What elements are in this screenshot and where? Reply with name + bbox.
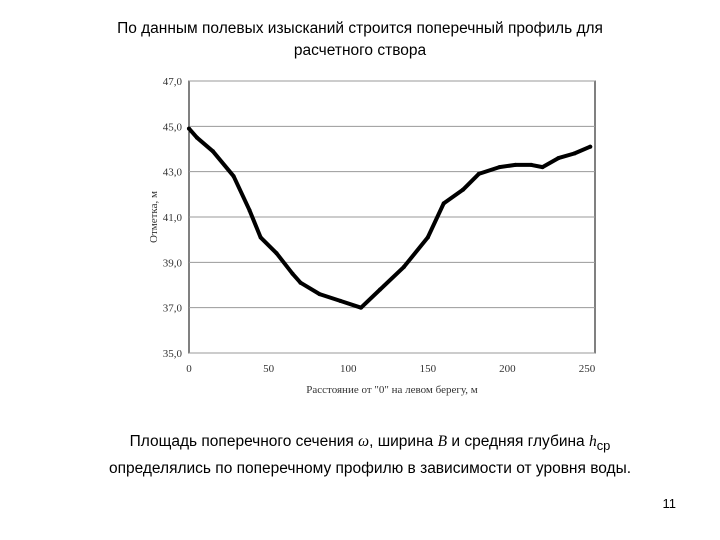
y-axis-title: Отметка, м xyxy=(148,191,160,243)
y-tick-label: 41,0 xyxy=(163,212,183,224)
profile-point xyxy=(210,149,215,154)
profile-point xyxy=(529,162,534,167)
series-layer xyxy=(187,126,593,310)
y-tick-label: 39,0 xyxy=(163,257,183,269)
x-tick-label: 150 xyxy=(420,363,437,375)
profile-point xyxy=(513,162,518,167)
profile-point xyxy=(497,165,502,170)
y-tick-label: 35,0 xyxy=(163,348,183,360)
width-symbol: B xyxy=(437,433,448,450)
x-tick-labels: 0 50 100 150 200 250 xyxy=(186,363,596,375)
body-text: Площадь поперечного сечения ω, ширина B … xyxy=(50,430,690,480)
profile-point xyxy=(401,264,406,269)
profile-point xyxy=(247,208,252,213)
y-tick-label: 47,0 xyxy=(163,76,183,88)
profile-point xyxy=(187,126,191,131)
y-tick-label: 43,0 xyxy=(163,167,183,179)
slide-title-line-1: По данным полевых изысканий строится поп… xyxy=(117,20,603,37)
omega-symbol: ω xyxy=(358,433,370,450)
y-tick-label: 45,0 xyxy=(163,121,183,133)
profile-point xyxy=(540,165,545,170)
profile-point xyxy=(588,144,593,149)
profile-point xyxy=(274,251,279,256)
slide-title: По данным полевых изысканий строится поп… xyxy=(60,18,660,62)
x-axis-title: Расстояние от "0" на левом берегу, м xyxy=(306,384,477,396)
x-tick-label: 0 xyxy=(186,363,192,375)
profile-point xyxy=(425,235,430,240)
cross-section-chart: 35,0 37,0 39,0 41,0 43,0 45,0 47,0 0 50 100 150 20… xyxy=(148,76,596,396)
profile-point xyxy=(231,174,236,179)
profile-point xyxy=(460,187,465,192)
profile-point xyxy=(298,280,303,285)
x-tick-label: 250 xyxy=(579,363,596,375)
profile-point xyxy=(194,135,199,140)
profile-point xyxy=(441,201,446,206)
profile-point xyxy=(476,171,481,176)
profile-point xyxy=(556,156,561,161)
x-tick-label: 50 xyxy=(263,363,275,375)
slide-title-line-2: расчетного створа xyxy=(293,42,427,59)
profile-point xyxy=(290,271,295,276)
x-tick-label: 200 xyxy=(499,363,516,375)
profile-point xyxy=(358,305,363,310)
profile-point xyxy=(572,151,577,156)
y-tick-label: 37,0 xyxy=(163,303,183,315)
body-part-1: Площадь поперечного сечения xyxy=(129,433,359,450)
profile-point xyxy=(378,287,383,292)
depth-symbol: h xyxy=(588,433,597,450)
body-part-3: и средняя глубина xyxy=(447,433,589,450)
page-number: 11 xyxy=(662,496,677,511)
profile-point xyxy=(317,292,322,297)
body-line-1: Площадь поперечного сечения ω, ширина B … xyxy=(50,430,690,457)
profile-point xyxy=(338,298,343,303)
body-part-2: , ширина xyxy=(369,433,438,450)
depth-symbol-subscript: ср xyxy=(596,438,611,454)
x-tick-label: 100 xyxy=(340,363,357,375)
profile-point xyxy=(258,235,263,240)
body-line-2: определялись по поперечному профилю в за… xyxy=(108,460,632,478)
y-tick-labels: 35,0 37,0 39,0 41,0 43,0 45,0 47,0 xyxy=(163,76,183,360)
grid-lines xyxy=(189,80,595,354)
